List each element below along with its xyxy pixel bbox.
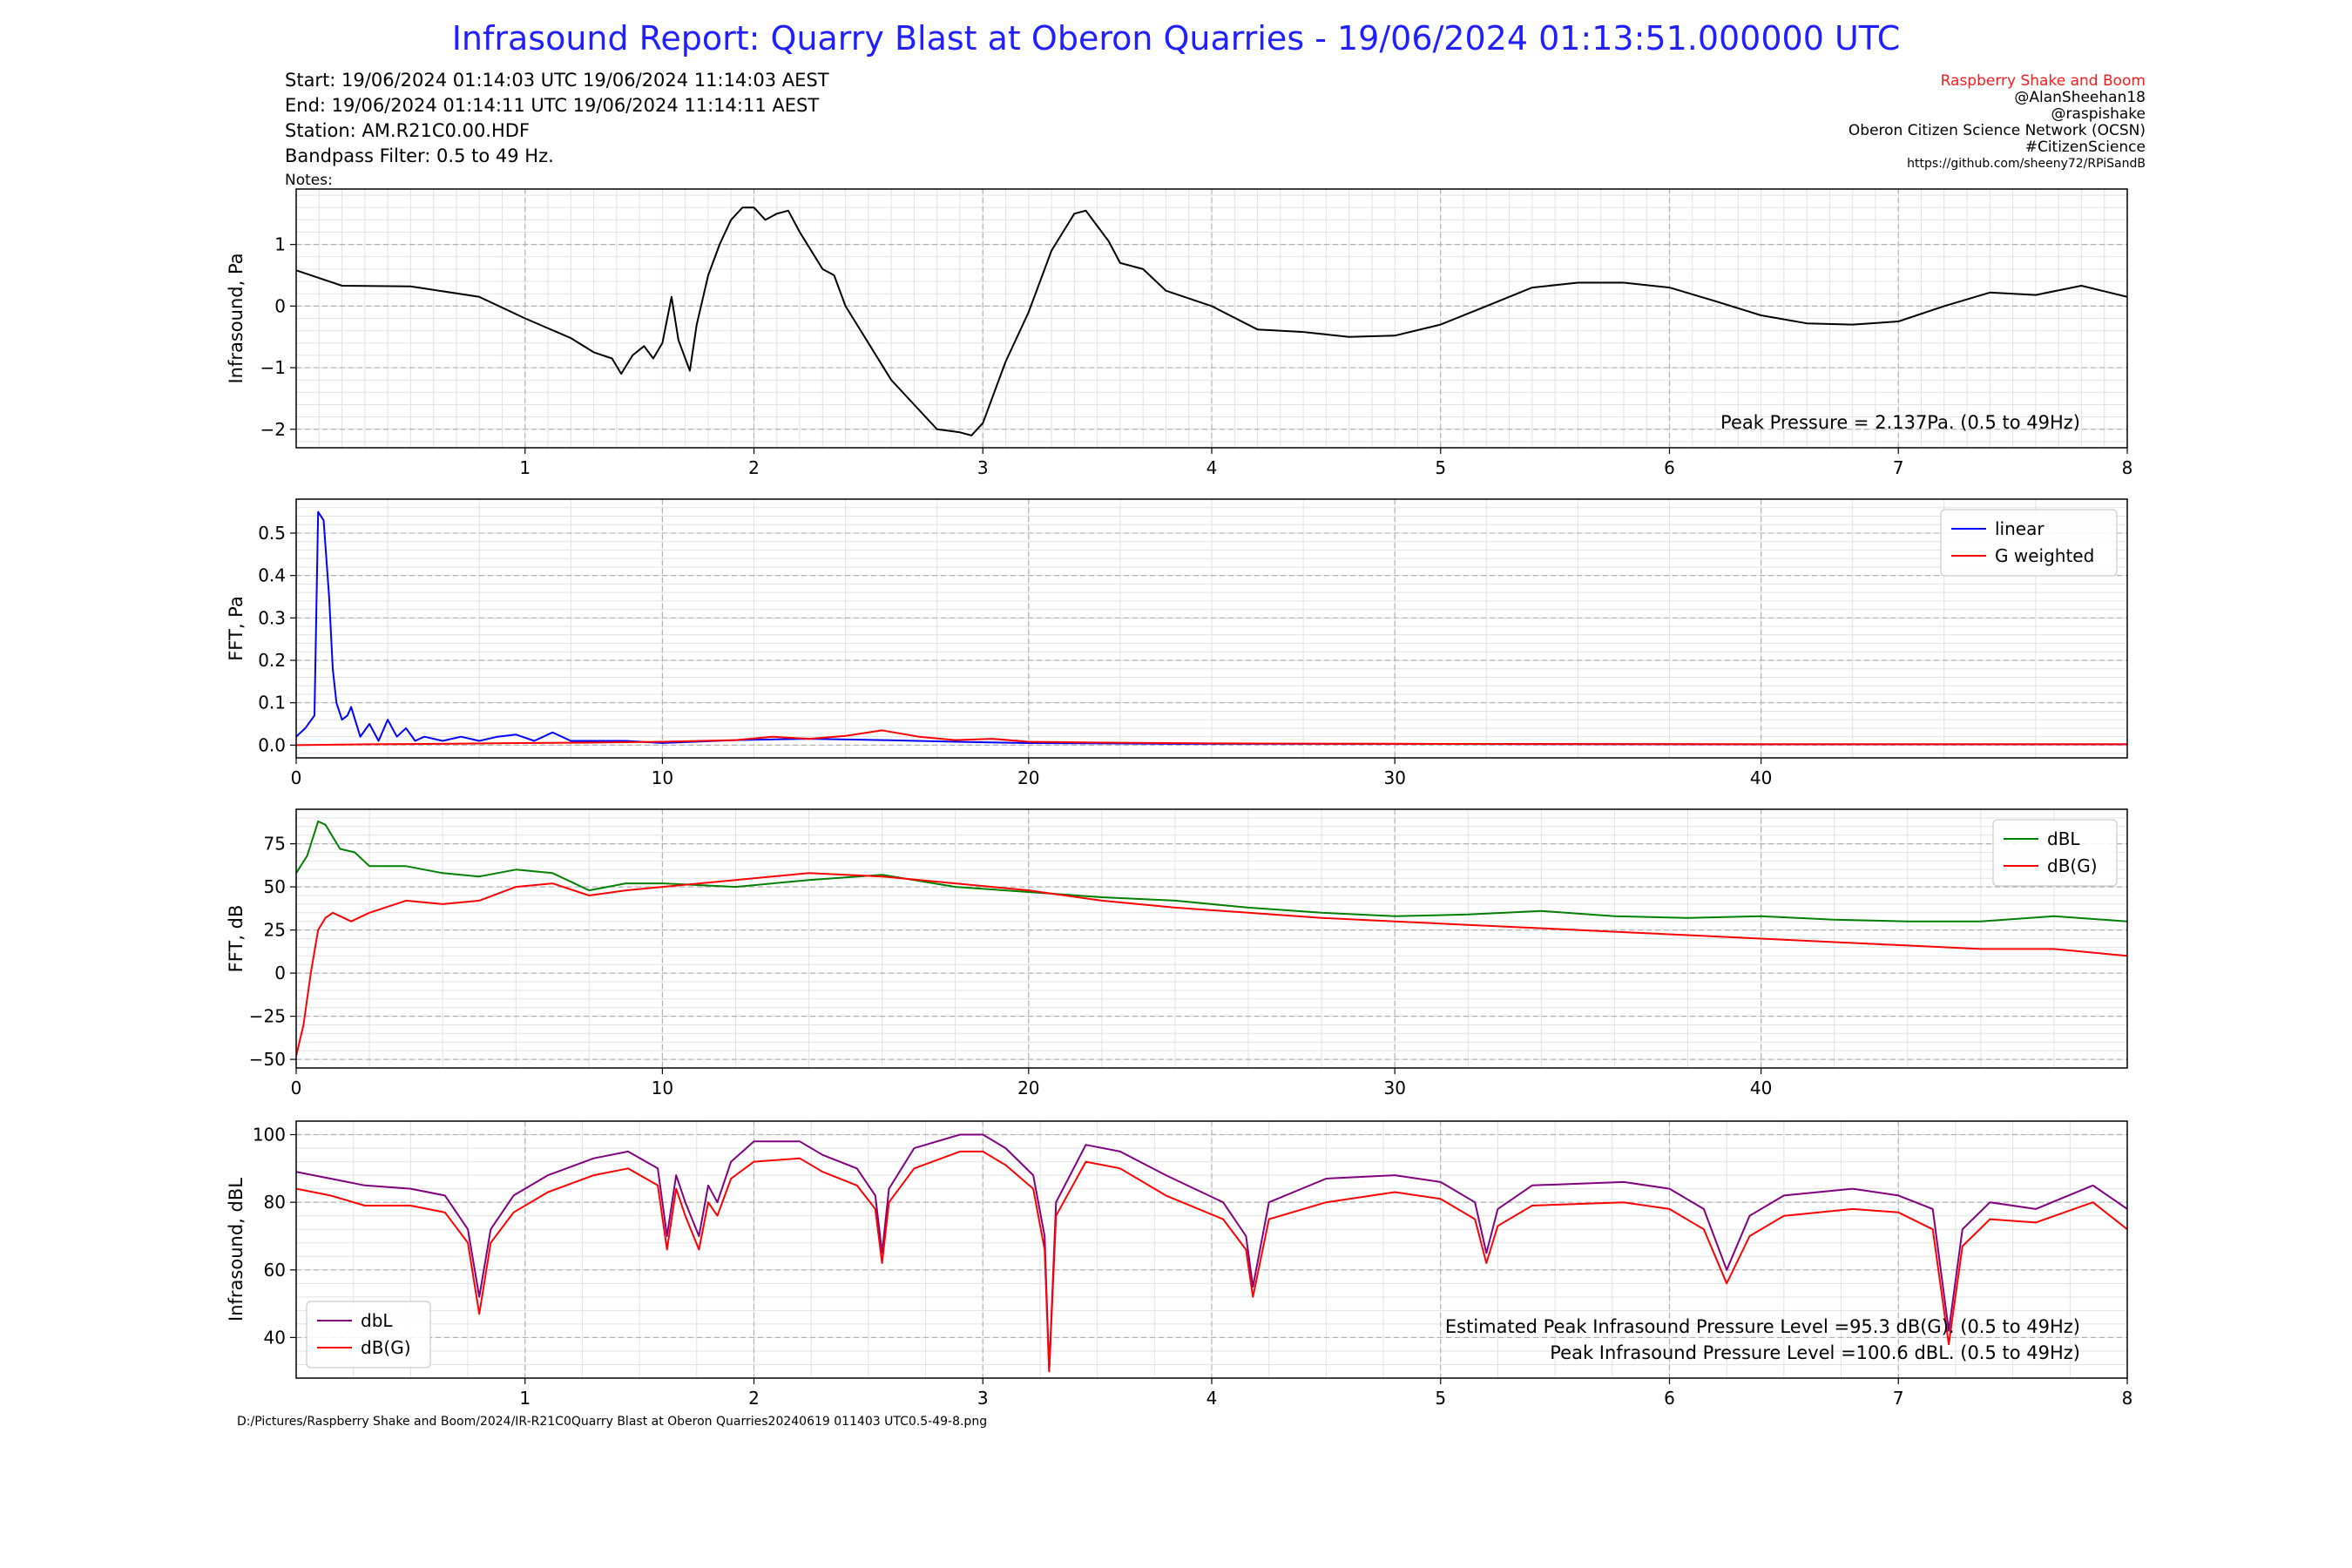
y-tick-label: 75 — [264, 834, 286, 855]
x-tick-label: 0 — [291, 1078, 302, 1098]
x-tick-label: 8 — [2122, 457, 2133, 478]
chart-4: 1 2 3 4 5 6 7 8 40 60 80 100 Infrasound, dBL Estimate… — [226, 1120, 2133, 1409]
x-tick-label: 1 — [519, 457, 531, 478]
y-tick-label: −1 — [260, 357, 286, 378]
legend-label: dB(G) — [361, 1337, 411, 1358]
legend-label: dB(G) — [2047, 855, 2098, 876]
x-tick-label: 40 — [1750, 1078, 1772, 1098]
start-time: Start: 19/06/2024 01:14:03 UTC 19/06/202… — [285, 70, 829, 91]
chart-1: 1 2 3 4 5 6 7 8 −2 −1 0 1 Infrasound, Pa Peak Pressur… — [226, 188, 2133, 478]
series-line-linear — [296, 510, 2127, 746]
y-tick-label: 0 — [274, 295, 286, 316]
y-tick-label: 40 — [264, 1327, 286, 1348]
x-tick-label: 20 — [1017, 1078, 1039, 1098]
station-id: Station: AM.R21C0.00.HDF — [285, 120, 531, 141]
series-line-db-g- — [296, 872, 2127, 1057]
x-tick-label: 10 — [652, 1078, 673, 1098]
report-title: Infrasound Report: Quarry Blast at Obero… — [451, 19, 1901, 57]
x-tick-label: 3 — [977, 1388, 989, 1409]
series-line-db-g- — [296, 1150, 2127, 1373]
y-tick-label: 100 — [253, 1125, 286, 1146]
x-tick-label: 7 — [1893, 457, 1904, 478]
peak-pressure-annotation: Peak Pressure = 2.137Pa. (0.5 to 49Hz) — [1720, 412, 2080, 433]
x-tick-label: 6 — [1664, 1388, 1675, 1409]
x-tick-label: 7 — [1893, 1388, 1904, 1409]
x-tick-label: 0 — [291, 767, 302, 788]
y-tick-label: 25 — [264, 920, 286, 941]
chart-2: 0 10 20 30 40 0.0 0.1 0.2 0.3 0.4 0.5 FFT, Pa linear… — [226, 498, 2128, 788]
y-axis-label: Infrasound, Pa — [226, 253, 247, 383]
plot-frame — [295, 498, 2128, 759]
y-tick-label: 50 — [264, 876, 286, 897]
legend-box — [1940, 509, 2118, 577]
x-tick-label: 5 — [1435, 457, 1446, 478]
x-tick-label: 40 — [1750, 767, 1772, 788]
x-tick-label: 1 — [519, 1388, 531, 1409]
y-tick-label: 0.1 — [258, 693, 286, 713]
y-tick-label: 0.3 — [258, 607, 286, 628]
y-tick-label: 0.0 — [258, 734, 286, 755]
x-tick-label: 5 — [1435, 1388, 1446, 1409]
y-axis-label: FFT, dB — [226, 905, 247, 973]
x-tick-label: 4 — [1206, 1388, 1218, 1409]
y-tick-label: 80 — [264, 1192, 286, 1213]
legend-label: dbL — [361, 1310, 393, 1331]
series-line-g-weighted — [296, 729, 2127, 747]
x-tick-label: 30 — [1383, 1078, 1405, 1098]
file-path: D:/Pictures/Raspberry Shake and Boom/202… — [237, 1415, 988, 1429]
legend-box — [306, 1301, 431, 1369]
x-tick-label: 6 — [1664, 457, 1675, 478]
y-tick-label: −2 — [260, 419, 286, 440]
legend: linear G weighted — [1940, 509, 2118, 577]
x-tick-label: 3 — [977, 457, 989, 478]
credits-block: Raspberry Shake and Boom @AlanSheehan18 … — [1848, 73, 2146, 172]
legend: dbL dB(G) — [306, 1301, 431, 1369]
plot-frame — [295, 188, 2128, 449]
series-line-dbl — [296, 1133, 2127, 1373]
y-tick-label: −50 — [249, 1049, 286, 1070]
y-tick-label: 60 — [264, 1260, 286, 1281]
legend-label: G weighted — [1995, 545, 2094, 566]
legend-label: dBL — [2047, 828, 2080, 849]
bandpass-filter: Bandpass Filter: 0.5 to 49 Hz. — [285, 145, 554, 166]
credit-handle: @raspishake — [2051, 105, 2146, 123]
y-tick-label: −25 — [249, 1006, 286, 1027]
y-axis-label: FFT, Pa — [226, 596, 247, 661]
credit-author: @AlanSheehan18 — [2014, 89, 2146, 106]
series-line-dbl — [296, 820, 2127, 923]
series-line-waveform — [296, 206, 2127, 436]
notes-label: Notes: — [285, 172, 333, 189]
legend-label: linear — [1995, 518, 2044, 539]
level-annotation: Peak Infrasound Pressure Level =100.6 dB… — [1550, 1342, 2080, 1363]
credit-hashtag: #CitizenScience — [2024, 139, 2146, 156]
y-tick-label: 0 — [274, 963, 286, 983]
chart-3: 0 10 20 30 40 −50 −25 0 25 50 75 FFT, dB dBL dB(G) — [226, 808, 2128, 1098]
report-metadata: Start: 19/06/2024 01:14:03 UTC 19/06/202… — [285, 68, 829, 192]
plot-frame — [295, 1120, 2128, 1379]
x-tick-label: 4 — [1206, 457, 1218, 478]
y-tick-label: 0.4 — [258, 565, 286, 586]
end-time: End: 19/06/2024 01:14:11 UTC 19/06/2024 … — [285, 95, 820, 116]
plot-frame — [295, 808, 2128, 1069]
x-tick-label: 2 — [748, 1388, 760, 1409]
y-tick-label: 0.5 — [258, 523, 286, 544]
legend-box — [1992, 819, 2118, 887]
x-tick-label: 2 — [748, 457, 760, 478]
x-tick-label: 20 — [1017, 767, 1039, 788]
x-tick-label: 8 — [2122, 1388, 2133, 1409]
credit-brand: Raspberry Shake and Boom — [1940, 72, 2146, 90]
y-tick-label: 1 — [274, 234, 286, 255]
y-tick-label: 0.2 — [258, 650, 286, 671]
y-axis-label: Infrasound, dBL — [226, 1178, 247, 1321]
credit-url: https://github.com/sheeny72/RPiSandB — [1907, 157, 2146, 171]
level-annotation: Estimated Peak Infrasound Pressure Level… — [1445, 1316, 2080, 1337]
x-tick-label: 30 — [1383, 767, 1405, 788]
credit-network: Oberon Citizen Science Network (OCSN) — [1848, 122, 2146, 139]
legend: dBL dB(G) — [1992, 819, 2118, 887]
x-tick-label: 10 — [652, 767, 673, 788]
